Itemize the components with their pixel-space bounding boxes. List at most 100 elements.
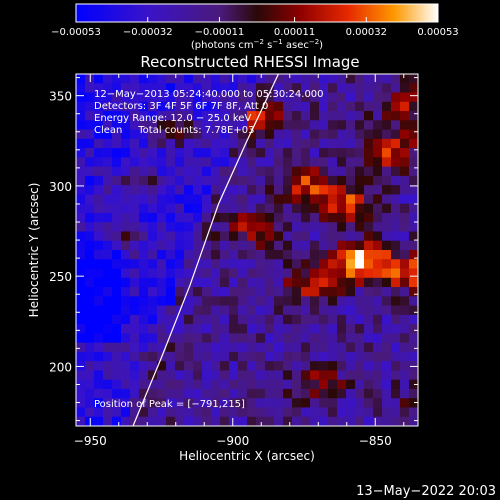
heatmap-cell <box>94 268 104 279</box>
heatmap-cell <box>391 101 401 112</box>
heatmap-cell <box>202 388 212 399</box>
heatmap-cell <box>193 129 203 140</box>
heatmap-cell <box>157 407 167 418</box>
heatmap-cell <box>247 250 257 260</box>
heatmap-cell <box>139 138 149 149</box>
heatmap-cell <box>148 259 158 270</box>
heatmap-cell <box>202 148 212 158</box>
heatmap-cell <box>229 259 239 270</box>
heatmap-cell <box>373 83 383 94</box>
heatmap-cell <box>346 120 356 131</box>
heatmap-cell <box>301 111 311 121</box>
heatmap-cell <box>247 166 257 177</box>
heatmap-cell <box>400 324 410 334</box>
heatmap-cell <box>328 305 338 316</box>
heatmap-cell <box>283 120 293 131</box>
heatmap-cell <box>211 333 221 344</box>
heatmap-cell <box>247 361 257 372</box>
heatmap-cell <box>157 83 167 94</box>
heatmap-cell <box>238 333 248 344</box>
heatmap-cell <box>94 175 104 186</box>
heatmap-cell <box>265 287 275 297</box>
heatmap-cell <box>256 129 266 140</box>
heatmap-cell <box>202 333 212 344</box>
heatmap-cell <box>337 74 347 84</box>
heatmap-cell <box>238 101 248 112</box>
heatmap-cell <box>319 314 329 325</box>
heatmap-cell <box>283 231 293 242</box>
heatmap-cell <box>301 379 311 390</box>
heatmap-cell <box>76 222 86 233</box>
heatmap-cell <box>112 222 122 233</box>
heatmap-cell <box>193 388 203 399</box>
heatmap-cell <box>112 120 122 131</box>
heatmap-cell <box>94 240 104 251</box>
heatmap-cell <box>283 305 293 316</box>
timestamp: 13−May−2022 20:03 <box>356 484 496 499</box>
heatmap-cell <box>85 166 95 177</box>
heatmap-cell <box>391 296 401 307</box>
heatmap-cell <box>175 324 185 334</box>
heatmap-cell <box>220 388 230 399</box>
heatmap-cell <box>256 305 266 316</box>
heatmap-cell <box>112 370 122 381</box>
heatmap-cell <box>229 111 239 121</box>
heatmap-cell <box>130 231 140 242</box>
heatmap-cell <box>157 370 167 381</box>
heatmap-cell <box>76 305 86 316</box>
heatmap-cell <box>166 268 176 279</box>
heatmap-cell <box>301 342 311 353</box>
heatmap-cell <box>391 240 401 251</box>
heatmap-cell <box>328 351 338 362</box>
heatmap-cell <box>355 203 365 214</box>
heatmap-cell <box>85 129 95 140</box>
heatmap-cell <box>121 212 131 223</box>
heatmap-cell <box>274 351 284 362</box>
heatmap-cell <box>337 268 347 279</box>
heatmap-cell <box>373 324 383 334</box>
heatmap-cell <box>364 296 374 307</box>
heatmap-cell <box>130 277 140 288</box>
heatmap-cell <box>76 407 86 418</box>
heatmap-cell <box>76 101 86 112</box>
heatmap-cell <box>85 277 95 288</box>
heatmap-cell <box>175 129 185 140</box>
heatmap-cell <box>391 379 401 390</box>
heatmap-cell <box>166 231 176 242</box>
heatmap-cell <box>283 138 293 149</box>
heatmap-cell <box>247 231 257 242</box>
heatmap-cell <box>238 324 248 334</box>
heatmap-cell <box>400 212 410 223</box>
heatmap-cell <box>328 296 338 307</box>
heatmap-cell <box>274 250 284 260</box>
heatmap-cell <box>184 138 194 149</box>
heatmap-cell <box>157 120 167 131</box>
heatmap-cell <box>166 101 176 112</box>
heatmap-cell <box>94 370 104 381</box>
heatmap-cell <box>391 83 401 94</box>
heatmap-cell <box>346 175 356 186</box>
heatmap-cell <box>400 259 410 270</box>
heatmap-cell <box>157 388 167 399</box>
heatmap-cell <box>220 203 230 214</box>
heatmap-cell <box>364 120 374 131</box>
heatmap-cell <box>409 379 418 390</box>
heatmap-cell <box>121 305 131 316</box>
heatmap-cell <box>400 92 410 103</box>
heatmap-cell <box>85 138 95 149</box>
heatmap-cell <box>130 305 140 316</box>
heatmap-cell <box>238 342 248 353</box>
heatmap-cell <box>346 277 356 288</box>
heatmap-cell <box>310 194 320 205</box>
heatmap-cell <box>292 398 302 409</box>
heatmap-cell <box>301 305 311 316</box>
heatmap-cell <box>220 351 230 362</box>
heatmap-cell <box>373 203 383 214</box>
heatmap-cell <box>85 157 95 168</box>
heatmap-cell <box>202 379 212 390</box>
heatmap-cell <box>121 175 131 186</box>
heatmap-cell <box>238 203 248 214</box>
y-tick-label: 250 <box>49 270 72 284</box>
heatmap-cell <box>247 379 257 390</box>
heatmap-cell <box>94 83 104 94</box>
